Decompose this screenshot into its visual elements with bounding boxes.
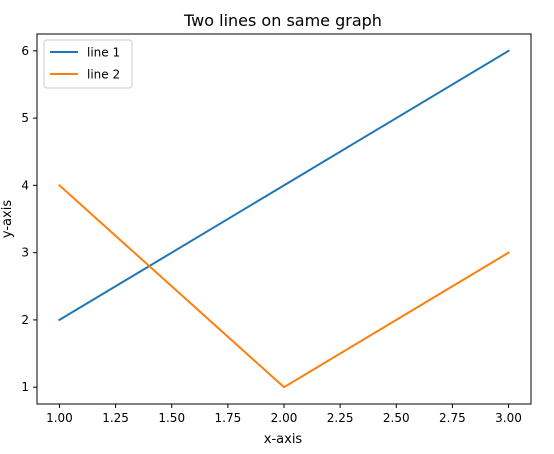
- y-tick-label: 5: [21, 111, 29, 125]
- x-tick-label: 1.00: [46, 411, 73, 425]
- series-layer: [58, 49, 510, 389]
- chart-title: Two lines on same graph: [183, 11, 382, 30]
- x-tick-label: 1.75: [215, 411, 242, 425]
- x-tick-label: 3.00: [495, 411, 522, 425]
- x-axis-ticks: 1.00 1.25 1.50 1.75 2.00 2.25 2.50 2.75 3.00: [46, 404, 522, 425]
- legend-label-2: line 2: [87, 68, 120, 82]
- series-line-2: [58, 183, 510, 389]
- y-axis-ticks: 1 2 3 4 5 6: [21, 44, 37, 394]
- legend-label-1: line 1: [87, 46, 120, 60]
- series-line-1: [58, 49, 510, 322]
- x-tick-label: 1.50: [158, 411, 185, 425]
- x-tick-label: 1.25: [102, 411, 129, 425]
- y-axis-label: y-axis: [0, 200, 15, 238]
- x-tick-label: 2.25: [327, 411, 354, 425]
- y-tick-label: 6: [21, 44, 29, 58]
- x-tick-label: 2.50: [383, 411, 410, 425]
- y-tick-label: 4: [21, 178, 29, 192]
- x-tick-label: 2.00: [271, 411, 298, 425]
- y-tick-label: 1: [21, 380, 29, 394]
- legend: line 1 line 2: [43, 39, 133, 89]
- x-tick-label: 2.75: [439, 411, 466, 425]
- y-tick-label: 3: [21, 246, 29, 260]
- y-tick-label: 2: [21, 313, 29, 327]
- x-axis-label: x-axis: [264, 432, 303, 447]
- legend-items: line 1 line 2: [50, 46, 120, 82]
